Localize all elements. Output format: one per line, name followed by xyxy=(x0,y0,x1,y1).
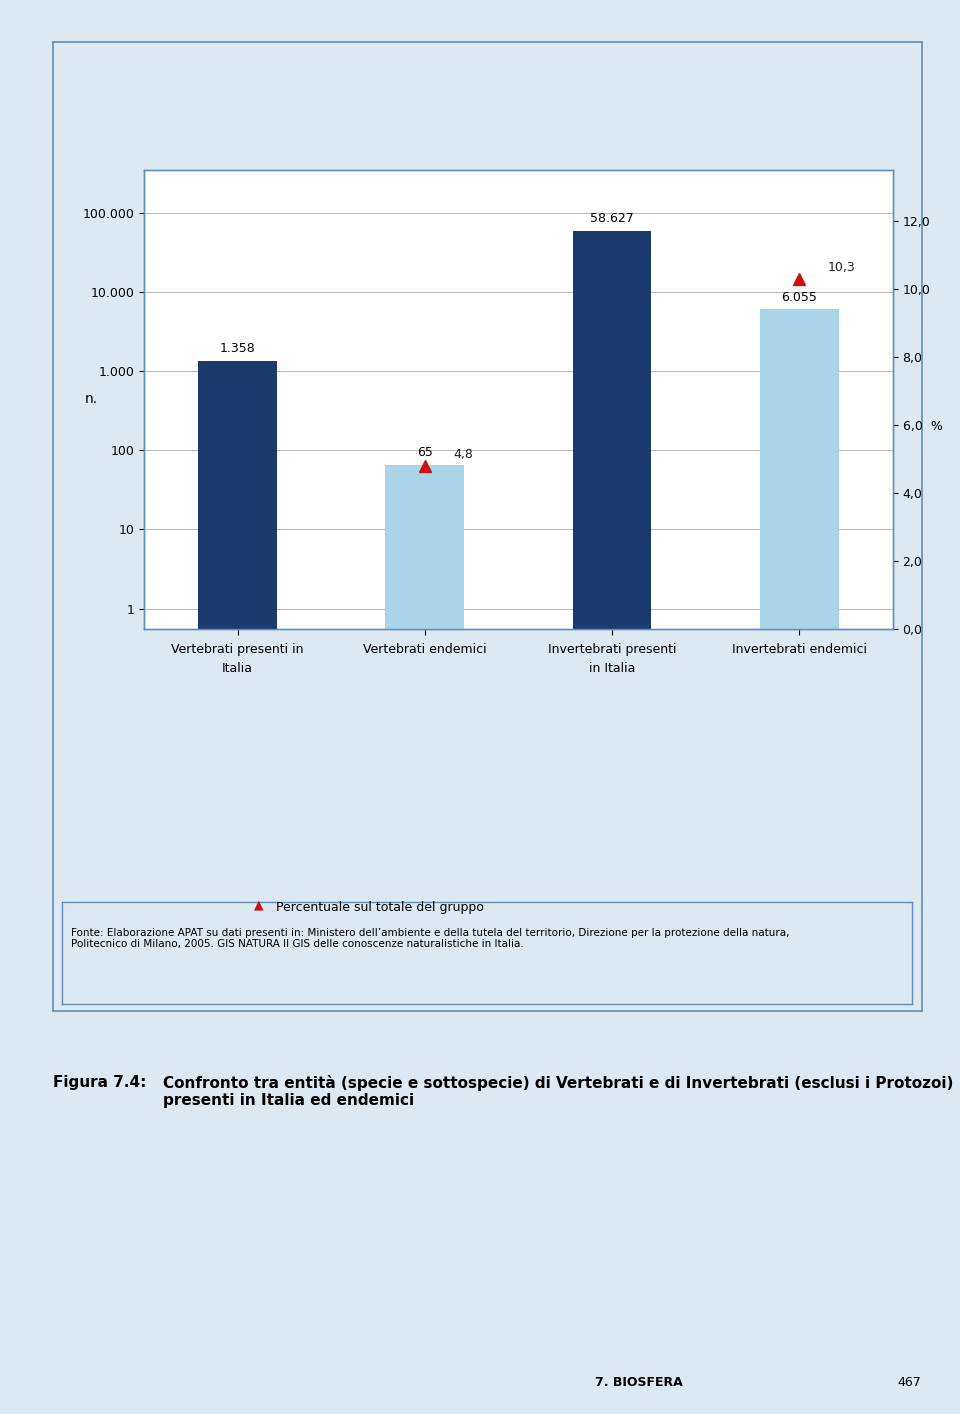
Text: 467: 467 xyxy=(898,1376,922,1389)
Text: 58.627: 58.627 xyxy=(590,212,634,225)
Text: Confronto tra entità (specie e sottospecie) di Vertebrati e di Invertebrati (esc: Confronto tra entità (specie e sottospec… xyxy=(163,1075,953,1109)
Text: Percentuale sul totale del gruppo: Percentuale sul totale del gruppo xyxy=(276,901,484,915)
Bar xyxy=(573,230,651,1414)
Bar xyxy=(386,465,464,1414)
Text: 65: 65 xyxy=(417,447,433,460)
Text: Fonte: Elaborazione APAT su dati presenti in: Ministero dell’ambiente e della tu: Fonte: Elaborazione APAT su dati present… xyxy=(71,928,789,949)
Text: 10,3: 10,3 xyxy=(828,260,855,273)
Text: ▲: ▲ xyxy=(254,898,264,912)
Text: 7. BIOSFERA: 7. BIOSFERA xyxy=(595,1376,683,1389)
Text: Figura 7.4:: Figura 7.4: xyxy=(53,1075,146,1090)
Text: 4,8: 4,8 xyxy=(453,448,472,461)
Y-axis label: n.: n. xyxy=(85,393,98,406)
Text: 6.055: 6.055 xyxy=(781,290,817,304)
Text: 1.358: 1.358 xyxy=(220,342,255,355)
Bar xyxy=(199,361,276,1414)
Bar xyxy=(760,310,838,1414)
